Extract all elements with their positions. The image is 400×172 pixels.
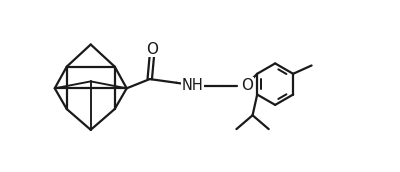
Text: NH: NH bbox=[182, 78, 204, 93]
Text: O: O bbox=[146, 42, 158, 57]
Text: O: O bbox=[241, 78, 253, 93]
